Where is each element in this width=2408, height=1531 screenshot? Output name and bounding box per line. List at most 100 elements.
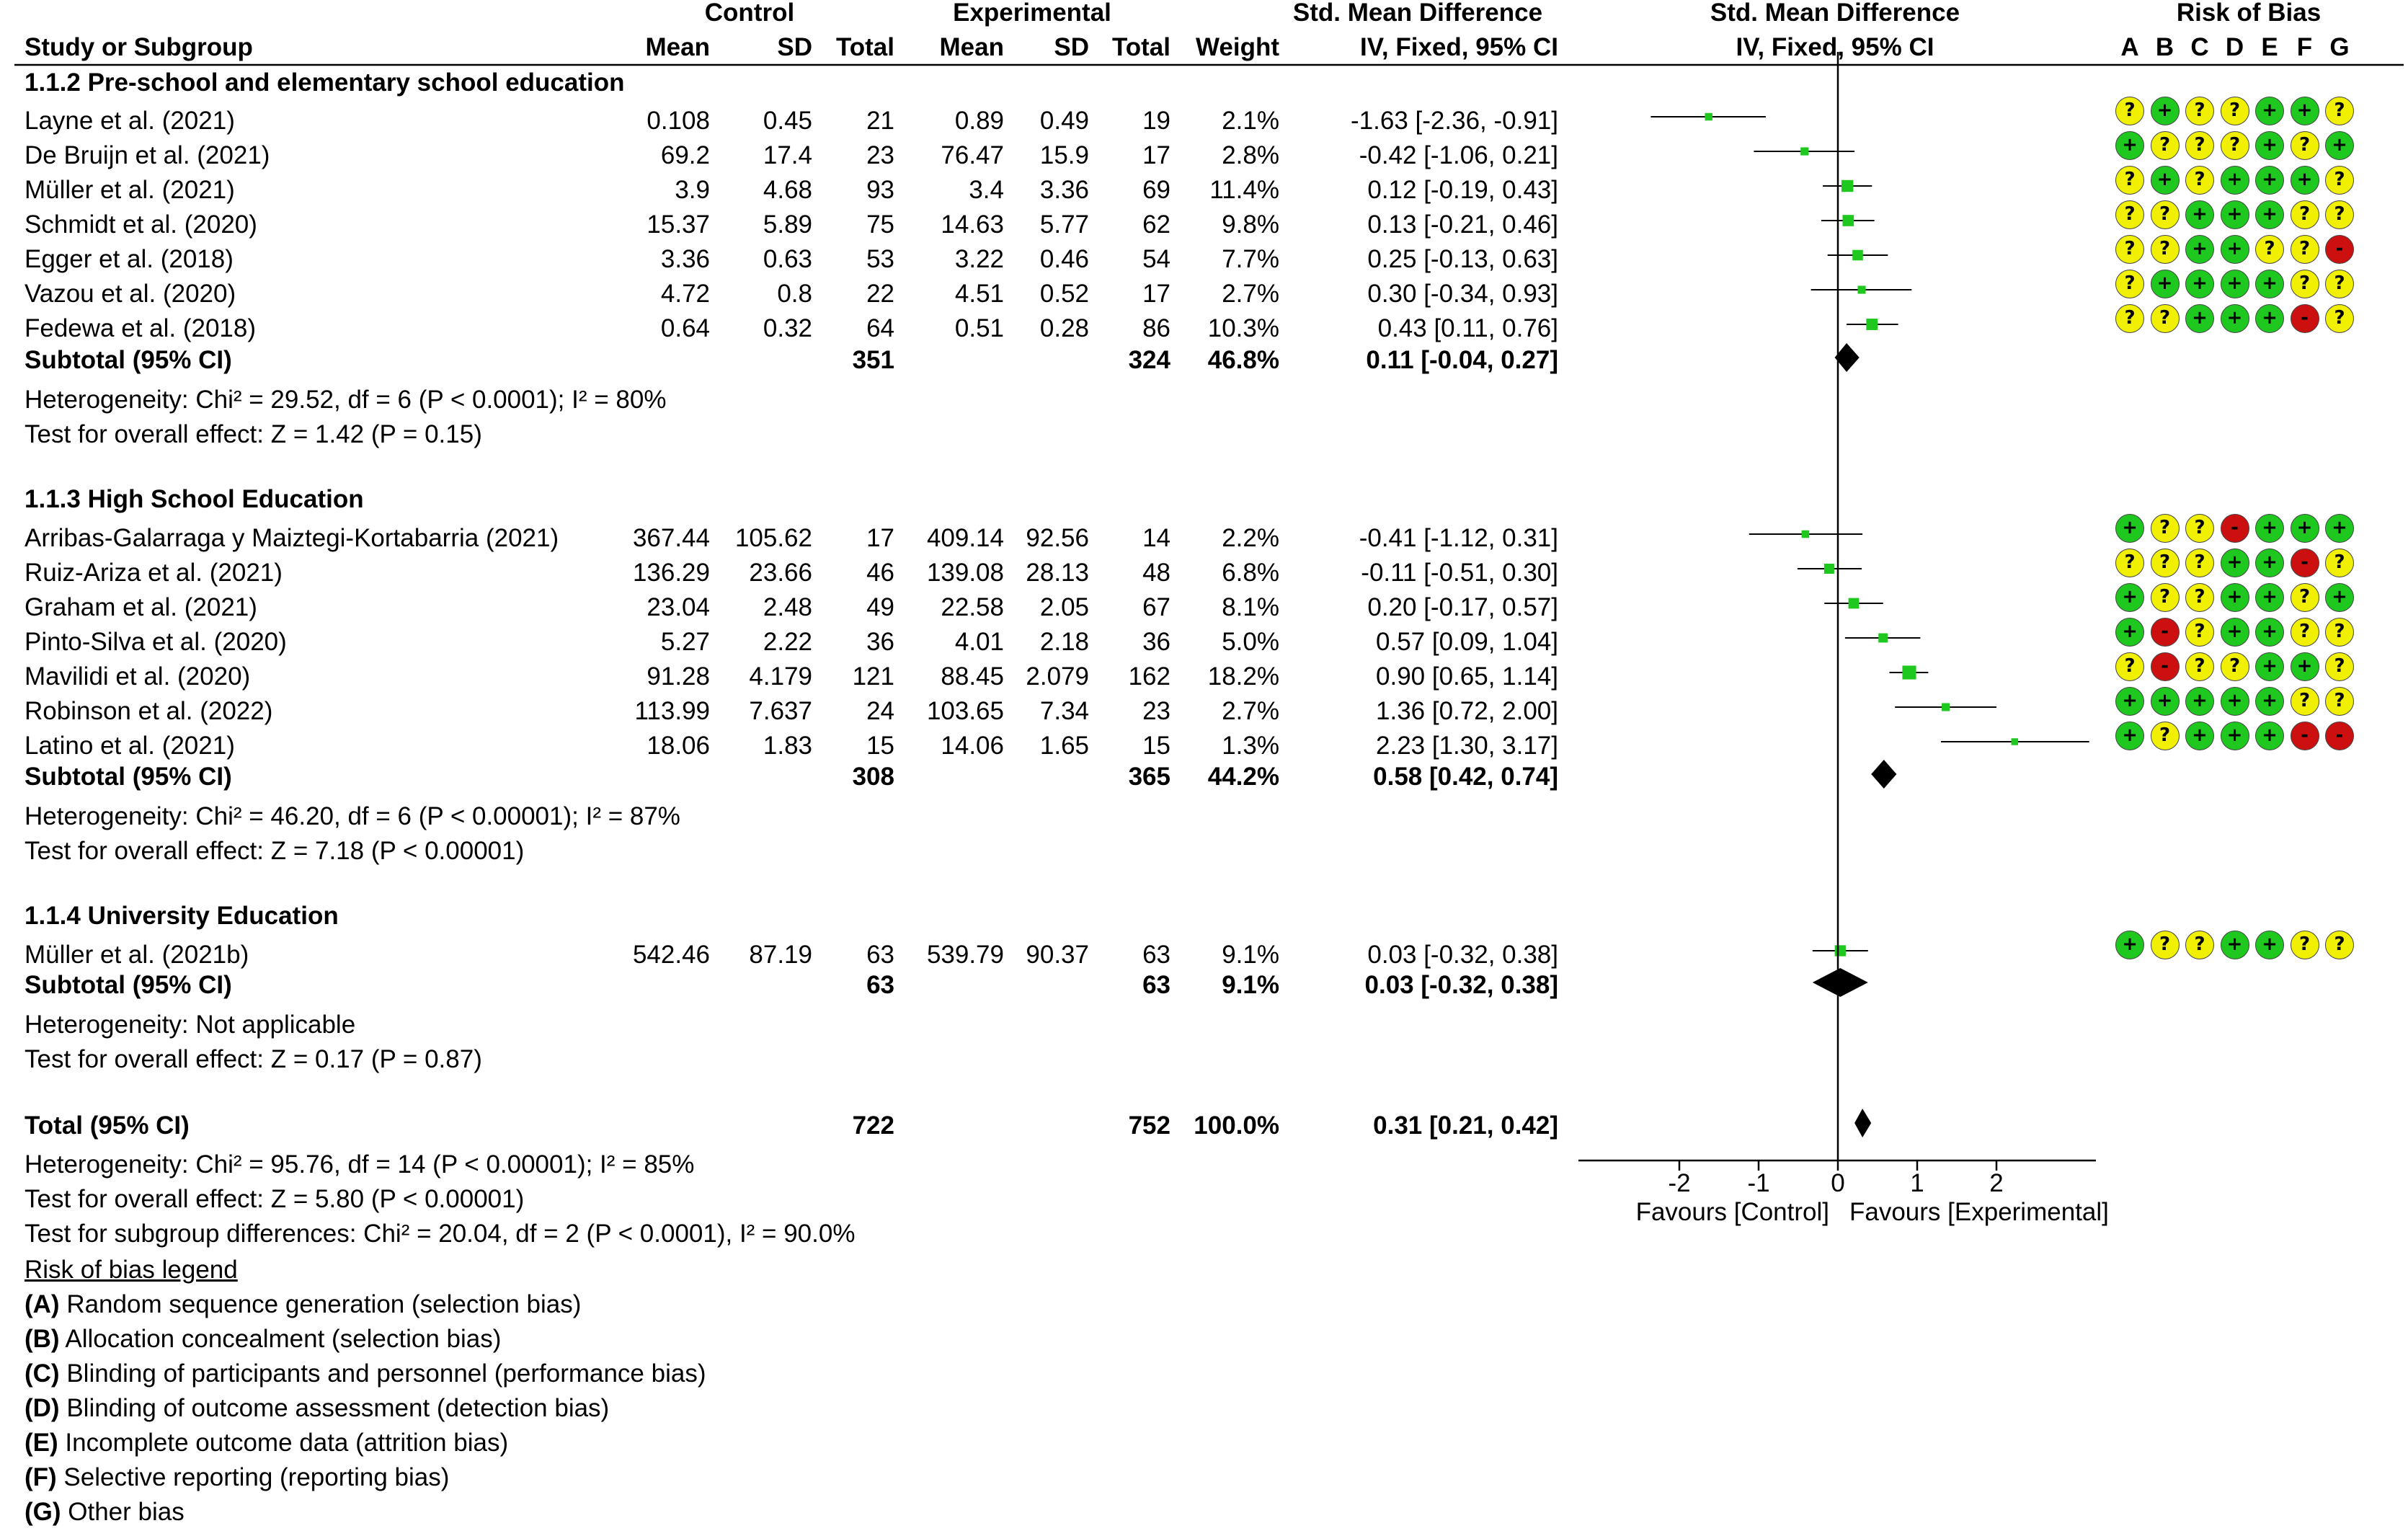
bias-column-e-header: E (2261, 33, 2278, 61)
study-effect-marker (1801, 530, 1810, 538)
control-sd-value: 0.45 (763, 107, 812, 135)
x-tick-label: -1 (1747, 1169, 1770, 1197)
study-effect-marker (2011, 738, 2019, 745)
bias-column-b-header: B (2155, 33, 2174, 61)
risk-of-bias-unclear-dot: ? (2325, 652, 2354, 681)
weight-value: 2.1% (1222, 107, 1279, 135)
favours-control-label: Favours [Control] (1635, 1198, 1829, 1226)
control-mean-value: 15.37 (647, 210, 710, 239)
risk-of-bias-low-dot: + (2255, 200, 2284, 229)
experimental-total-value: 14 (1142, 524, 1170, 552)
risk-of-bias-unclear-dot: ? (2290, 583, 2319, 612)
bias-column-f-header: F (2296, 33, 2313, 61)
experimental-total-value: 23 (1142, 697, 1170, 725)
weight-value: 5.0% (1222, 628, 1279, 656)
study-column-header: Study or Subgroup (25, 33, 253, 61)
ci-value: 0.03 [-0.32, 0.38] (1367, 941, 1558, 969)
total-overall-effect: Test for overall effect: Z = 5.80 (P < 0… (25, 1185, 525, 1213)
control-sd-value: 5.89 (763, 210, 812, 239)
risk-of-bias-unclear-dot: ? (2185, 514, 2214, 543)
risk-of-bias-low-dot: + (2220, 270, 2249, 298)
risk-of-bias-unclear-dot: ? (2325, 687, 2354, 716)
subgroup-heterogeneity: Heterogeneity: Chi² = 29.52, df = 6 (P <… (25, 386, 667, 414)
risk-of-bias-low-dot: + (2325, 514, 2354, 543)
experimental-sd-value: 3.36 (1039, 176, 1089, 204)
control-mean-value: 3.36 (660, 245, 710, 273)
control-total-value: 17 (866, 524, 894, 552)
experimental-sd-value: 2.18 (1039, 628, 1089, 656)
legend-letter: (C) (25, 1359, 60, 1388)
risk-of-bias-low-dot: + (2185, 235, 2214, 264)
study-name: Mavilidi et al. (2020) (25, 662, 251, 691)
risk-of-bias-unclear-dot: ? (2255, 235, 2284, 264)
risk-of-bias-high-dot: - (2325, 235, 2354, 264)
experimental-sd-value: 90.37 (1026, 941, 1089, 969)
experimental-mean-value: 0.51 (954, 314, 1004, 342)
legend-letter: (G) (25, 1498, 61, 1526)
risk-of-bias-high-dot: - (2290, 549, 2319, 577)
legend-letter: (D) (25, 1394, 60, 1422)
risk-of-bias-low-dot: + (2115, 931, 2144, 959)
risk-of-bias-low-dot: + (2255, 514, 2284, 543)
risk-of-bias-unclear-dot: ? (2150, 549, 2180, 577)
x-tick-label: -2 (1668, 1169, 1691, 1197)
control-total-value: 36 (866, 628, 894, 656)
ci-value: 2.23 [1.30, 3.17] (1376, 732, 1558, 760)
experimental-total-value: 67 (1142, 593, 1170, 621)
risk-of-bias-low-dot: + (2325, 583, 2354, 612)
study-name: Schmidt et al. (2020) (25, 210, 257, 239)
risk-of-bias-high-dot: - (2290, 304, 2319, 333)
legend-item: (G) Other bias (25, 1496, 185, 1528)
risk-of-bias-unclear-dot: ? (2325, 97, 2354, 125)
risk-of-bias-legend-title: Risk of bias legend (25, 1256, 238, 1284)
risk-of-bias-low-dot: + (2290, 97, 2319, 125)
experimental-total-value: 15 (1142, 732, 1170, 760)
risk-of-bias-unclear-dot: ? (2185, 583, 2214, 612)
risk-of-bias-unclear-dot: ? (2150, 931, 2180, 959)
experimental-total-value: 69 (1142, 176, 1170, 204)
legend-text: Blinding of participants and personnel (… (59, 1359, 706, 1388)
weight-value: 7.7% (1222, 245, 1279, 273)
x-tick-label: 0 (1831, 1169, 1845, 1197)
control-sd-header: SD (777, 33, 812, 61)
bias-column-g-header: G (2329, 33, 2350, 61)
legend-item: (A) Random sequence generation (selectio… (25, 1289, 581, 1321)
control-total-value: 21 (866, 107, 894, 135)
legend-text: Other bias (61, 1498, 185, 1526)
control-mean-value: 113.99 (634, 697, 710, 725)
experimental-total-value: 162 (1128, 662, 1170, 691)
risk-of-bias-low-dot: + (2220, 618, 2249, 647)
subtotal-ci: 0.58 [0.42, 0.74] (1373, 763, 1558, 791)
risk-of-bias-unclear-dot: ? (2150, 304, 2180, 333)
control-mean-value: 0.108 (647, 107, 710, 135)
study-effect-marker (1848, 598, 1860, 609)
risk-of-bias-low-dot: + (2220, 549, 2249, 577)
study-effect-marker (1823, 563, 1834, 574)
legend-item: (B) Allocation concealment (selection bi… (25, 1323, 501, 1355)
control-sd-value: 2.22 (763, 628, 812, 656)
experimental-sd-value: 0.28 (1039, 314, 1089, 342)
risk-of-bias-high-dot: - (2290, 722, 2319, 750)
risk-of-bias-low-dot: + (2255, 97, 2284, 125)
weight-value: 8.1% (1222, 593, 1279, 621)
legend-text: Blinding of outcome assessment (detectio… (59, 1394, 610, 1422)
ci-value: -0.41 [-1.12, 0.31] (1359, 524, 1558, 552)
risk-of-bias-low-dot: + (2220, 687, 2249, 716)
risk-of-bias-high-dot: - (2220, 514, 2249, 543)
experimental-total-value: 62 (1142, 210, 1170, 239)
experimental-mean-header: Mean (939, 33, 1004, 61)
risk-of-bias-low-dot: + (2185, 722, 2214, 750)
control-sd-value: 0.63 (763, 245, 812, 273)
risk-of-bias-unclear-dot: ? (2290, 131, 2319, 160)
study-effect-marker (1842, 215, 1854, 226)
risk-of-bias-low-dot: + (2150, 166, 2180, 195)
legend-letter: (F) (25, 1463, 57, 1491)
total-diamond (1854, 1109, 1872, 1137)
risk-of-bias-unclear-dot: ? (2185, 618, 2214, 647)
risk-of-bias-low-dot: + (2115, 722, 2144, 750)
study-name: Vazou et al. (2020) (25, 280, 236, 308)
subtotal-experimental-total: 365 (1128, 763, 1170, 791)
total-heterogeneity: Heterogeneity: Chi² = 95.76, df = 14 (P … (25, 1150, 695, 1179)
risk-of-bias-low-dot: + (2290, 652, 2319, 681)
